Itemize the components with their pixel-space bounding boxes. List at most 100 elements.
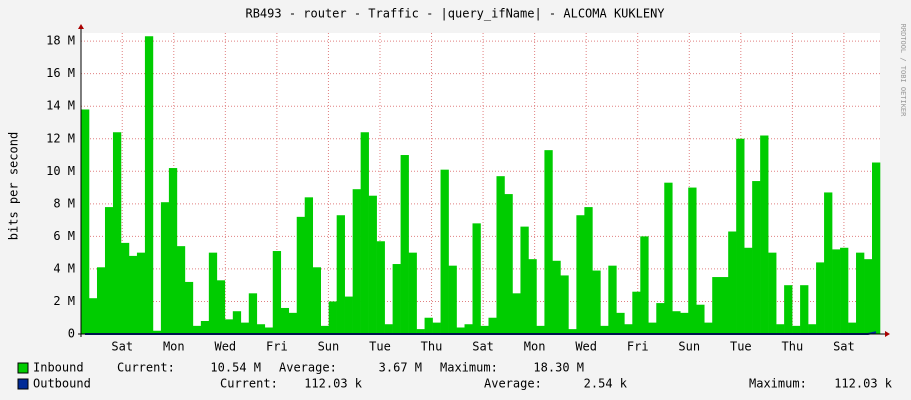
area-column [248,293,258,334]
area-column [232,311,242,334]
x-tick-label: Thu [782,340,804,354]
x-tick-label: Sat [472,340,494,354]
y-tick-label: 8 M [53,196,75,210]
area-column [208,252,218,334]
area-column [560,275,569,334]
area-column [448,265,457,334]
area-column [568,329,577,334]
x-tick-label: Fri [627,340,649,354]
legend-stat-value: 10.54 M [210,361,261,375]
area-column [440,169,449,334]
y-tick-label: 18 M [46,34,75,48]
area-column [96,267,106,334]
area-column [192,325,202,334]
area-column [832,249,841,334]
y-axis-label: bits per second [7,132,21,240]
area-column [176,246,186,334]
area-column [592,270,601,334]
x-tick-label: Wed [214,340,236,354]
area-column [680,312,689,334]
area-column [864,259,873,334]
area-column [600,325,609,334]
x-tick-label: Sat [833,340,855,354]
x-tick-label: Thu [421,340,443,354]
area-column [776,324,785,334]
area-column [616,312,625,334]
area-column [168,168,178,334]
y-tick-label: 6 M [53,229,75,243]
area-column [128,255,138,334]
area-column [648,322,657,334]
area-column [368,195,377,334]
x-tick-label: Mon [524,340,546,354]
legend-swatch [17,378,29,390]
area-column [104,207,114,334]
x-tick-label: Fri [266,340,288,354]
x-tick-label: Sun [678,340,700,354]
area-column [400,155,409,334]
y-tick-label: 4 M [53,261,75,275]
chart-title: RB493 - router - Traffic - |query_ifName… [245,7,665,21]
area-column [640,236,649,334]
area-column [216,280,226,334]
area-column [384,324,393,334]
area-column [688,187,697,334]
area-column [432,322,441,334]
area-column [344,296,353,334]
area-column [120,242,130,334]
area-column [768,252,777,334]
area-column [472,223,481,334]
area-column [720,277,729,334]
area-column [296,216,306,334]
area-column [144,36,154,334]
area-column [824,192,833,334]
area-column [152,330,162,334]
area-column [752,181,761,334]
x-tick-label: Tue [369,340,391,354]
area-column [624,324,633,334]
area-column [744,247,753,334]
legend-stat-label: Maximum: [749,377,807,391]
area-column [632,291,641,334]
area-column [224,319,234,334]
area-column [416,329,425,334]
area-column [272,251,282,334]
area-column [160,202,170,334]
area-column [584,207,593,334]
area-column [504,194,513,334]
area-column [792,325,801,334]
legend-stat-label: Maximum: [440,361,498,375]
area-column [552,260,561,334]
y-tick-label: 0 [68,327,75,341]
axis-arrow [885,331,890,337]
area-column [376,241,385,334]
y-tick-label: 14 M [46,99,75,113]
legend-stat-value: 112.03 k [834,377,893,391]
y-tick-label: 12 M [46,131,75,145]
area-column [856,252,865,334]
y-tick-label: 10 M [46,164,75,178]
area-column [608,265,617,334]
area-column [664,182,673,334]
area-column [328,301,337,334]
area-column [872,162,881,334]
legend-stat-value: 3.67 M [379,361,422,375]
area-column [312,267,321,334]
area-column [256,324,266,334]
legend-stat-label: Current: [117,361,175,375]
area-column [496,176,505,334]
area-column [304,197,314,334]
legend-stat-value: 18.30 M [533,361,584,375]
area-column [544,150,553,334]
area-column [800,285,809,334]
legend-stat-label: Average: [279,361,337,375]
area-column [848,322,857,334]
legend-label: Outbound [33,377,91,391]
x-tick-label: Tue [730,340,752,354]
area-column [464,324,473,334]
area-column [656,303,665,334]
area-column [360,132,369,334]
area-column [536,325,545,334]
x-tick-label: Sat [111,340,133,354]
